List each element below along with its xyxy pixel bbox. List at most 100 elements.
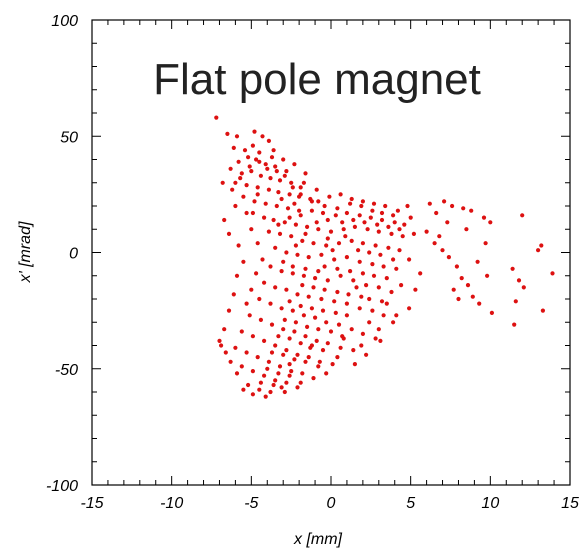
scatter-point — [222, 217, 227, 223]
scatter-point — [300, 238, 305, 243]
scatter-point — [300, 283, 305, 288]
y-tick-labels: -100 -50 0 50 100 — [46, 13, 78, 495]
scatter-point — [287, 192, 292, 197]
scatter-point — [249, 227, 254, 232]
scatter-point — [282, 173, 287, 178]
scatter-point — [223, 350, 228, 355]
scatter-point — [242, 148, 248, 153]
scatter-point — [241, 194, 246, 199]
x-axis-label: x [mm] — [293, 531, 343, 548]
scatter-point — [301, 273, 306, 278]
scatter-point — [370, 208, 375, 213]
scatter-point — [257, 159, 262, 164]
scatter-point — [282, 220, 287, 225]
scatter-point — [397, 227, 402, 232]
scatter-point — [262, 338, 267, 343]
scatter-point — [226, 308, 232, 313]
scatter-point — [450, 203, 455, 209]
scatter-point — [356, 248, 361, 253]
scatter-point — [295, 252, 300, 257]
scatter-point — [290, 264, 295, 269]
scatter-point — [389, 231, 394, 236]
scatter-point — [250, 143, 255, 148]
scatter-point — [249, 169, 254, 174]
scatter-point — [348, 269, 353, 274]
scatter-point — [489, 310, 494, 315]
scatter-point — [228, 359, 233, 364]
scatter-point — [276, 190, 281, 195]
scatter-point — [333, 213, 338, 218]
scatter-point — [510, 266, 515, 271]
scatter-point — [351, 278, 356, 283]
scatter-point — [364, 283, 369, 288]
scatter-point — [346, 292, 351, 297]
scatter-point — [281, 259, 286, 264]
scatter-point — [464, 227, 469, 232]
scatter-point — [434, 210, 439, 216]
scatter-point — [282, 389, 287, 395]
scatter-point — [344, 301, 349, 306]
scatter-point — [378, 338, 383, 343]
scatter-point — [343, 234, 348, 239]
scatter-point — [351, 348, 356, 353]
scatter-point — [262, 280, 267, 285]
scatter-point — [313, 276, 318, 281]
scatter-point — [268, 176, 273, 181]
scatter-point — [395, 208, 400, 213]
scatter-point — [234, 273, 240, 278]
scatter-point — [381, 313, 386, 318]
scatter-point — [325, 217, 330, 223]
scatter-point — [483, 241, 488, 246]
scatter-point — [241, 387, 246, 392]
scatter-point — [418, 271, 423, 276]
scatter-point — [258, 173, 263, 178]
scatter-point — [305, 224, 310, 229]
scatter-point — [314, 187, 319, 192]
scatter-point — [360, 331, 365, 336]
scatter-point — [379, 217, 385, 223]
scatter-point — [258, 380, 263, 385]
scatter-point — [384, 276, 389, 281]
scatter-point — [383, 203, 388, 209]
scatter-point — [254, 157, 259, 162]
y-axis-label: x' [mrad] — [17, 221, 34, 283]
scatter-point — [247, 164, 252, 169]
scatter-point — [359, 294, 364, 299]
scatter-point — [217, 338, 222, 343]
scatter-point — [287, 336, 292, 341]
scatter-point — [397, 248, 402, 253]
scatter-point — [513, 299, 518, 304]
scatter-point — [379, 210, 385, 216]
scatter-point — [290, 271, 295, 276]
scatter-point — [230, 187, 235, 192]
scatter-point — [290, 308, 295, 313]
scatter-point — [357, 213, 362, 218]
scatter-point — [536, 248, 541, 253]
scatter-point — [250, 369, 255, 374]
scatter-point — [303, 334, 308, 339]
scatter-point — [336, 322, 342, 327]
scatter-point — [322, 203, 327, 209]
scatter-point — [320, 348, 326, 353]
scatter-point — [273, 285, 278, 290]
scatter-point — [338, 273, 343, 278]
scatter-point — [360, 241, 365, 246]
scatter-point — [370, 262, 375, 267]
scatter-point — [285, 206, 291, 211]
scatter-point — [451, 287, 456, 292]
scatter-point — [268, 389, 273, 395]
scatter-point — [367, 296, 372, 302]
data-points — [214, 115, 555, 399]
scatter-point — [295, 385, 300, 390]
scatter-point — [239, 329, 244, 334]
scatter-point — [306, 355, 311, 360]
scatter-point — [470, 294, 475, 299]
scatter-point — [516, 278, 522, 283]
scatter-point — [255, 241, 260, 246]
scatter-point — [246, 155, 251, 160]
scatter-point — [279, 306, 284, 311]
scatter-point — [300, 371, 305, 376]
scatter-point — [262, 373, 267, 378]
y-tick-label: -100 — [46, 478, 78, 495]
scatter-point — [234, 371, 240, 376]
